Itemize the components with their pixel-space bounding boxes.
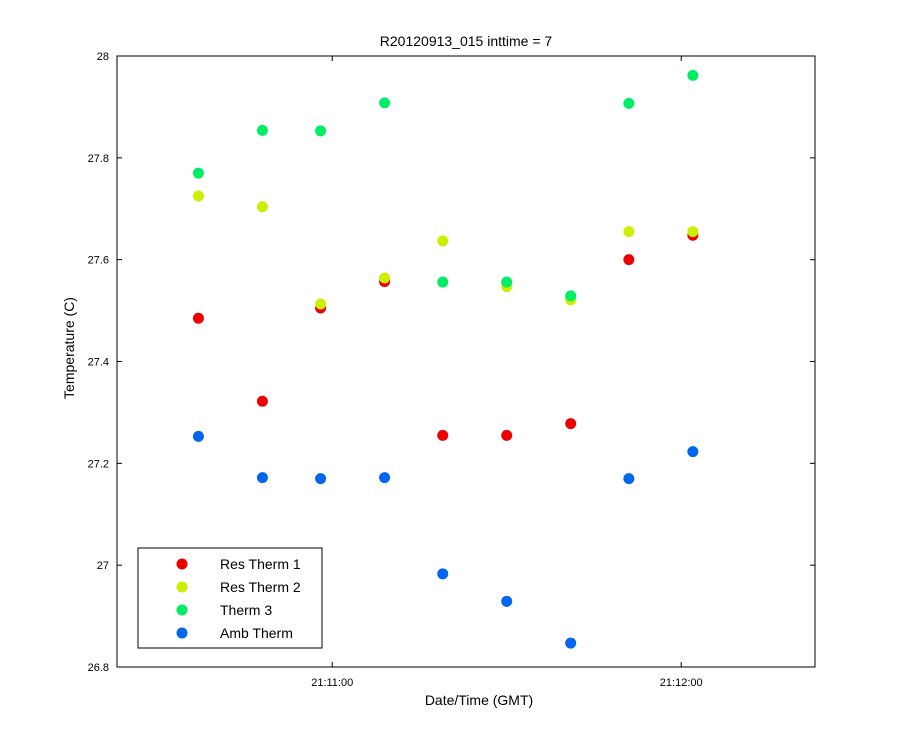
data-point (315, 125, 327, 137)
legend-label: Res Therm 1 (220, 556, 301, 572)
data-point (256, 124, 268, 136)
data-point (256, 395, 268, 407)
data-point (437, 429, 449, 441)
legend-label: Therm 3 (220, 602, 272, 618)
data-point (501, 595, 513, 607)
data-point (437, 276, 449, 288)
x-tick-label: 21:11:00 (311, 677, 353, 689)
legend: Res Therm 1 Res Therm 2 Therm 3 Amb Therm (137, 547, 323, 649)
series-3 (192, 69, 699, 302)
legend-label: Res Therm 2 (220, 579, 301, 595)
y-tick-label: 26.8 (88, 662, 109, 674)
data-point (687, 446, 699, 458)
data-point (379, 97, 391, 109)
x-axis-label: Date/Time (GMT) (425, 692, 533, 708)
data-point (192, 167, 204, 179)
data-point (192, 190, 204, 202)
legend-marker (176, 627, 188, 639)
data-point (256, 201, 268, 213)
data-point (192, 430, 204, 442)
data-point (565, 637, 577, 649)
data-point (687, 69, 699, 81)
data-point (379, 272, 391, 284)
data-point (437, 235, 449, 247)
y-tick-label: 27.6 (88, 255, 109, 267)
y-tick-label: 27.2 (88, 458, 109, 470)
data-point (687, 226, 699, 238)
y-tick-label: 28 (97, 51, 109, 63)
chart-title: R20120913_015 inttime = 7 (380, 33, 553, 49)
data-point (501, 429, 513, 441)
data-point (379, 472, 391, 484)
legend-marker (176, 604, 188, 616)
data-point (501, 276, 513, 288)
y-tick-label: 27.8 (88, 153, 109, 165)
data-point (315, 298, 327, 310)
data-point (623, 226, 635, 238)
data-point (315, 473, 327, 485)
data-point (565, 290, 577, 302)
data-point (623, 97, 635, 109)
data-points (192, 69, 699, 649)
data-point (192, 312, 204, 324)
legend-label: Amb Therm (220, 625, 293, 641)
legend-marker (176, 581, 188, 593)
y-axis-label: Temperature (C) (61, 297, 77, 399)
data-point (256, 472, 268, 484)
series-4 (192, 430, 699, 649)
data-point (623, 473, 635, 485)
legend-box (137, 547, 323, 649)
data-point (565, 418, 577, 430)
x-tick-label: 21:12:00 (660, 677, 703, 689)
data-point (437, 568, 449, 580)
y-tick-label: 27.4 (88, 357, 109, 369)
data-point (623, 254, 635, 266)
legend-marker (176, 558, 188, 570)
y-tick-label: 27 (97, 560, 109, 572)
axis-ticks: 26.8 27 27.2 27.4 27.6 27.8 28 21:11:00 21:12:00 (88, 51, 815, 689)
